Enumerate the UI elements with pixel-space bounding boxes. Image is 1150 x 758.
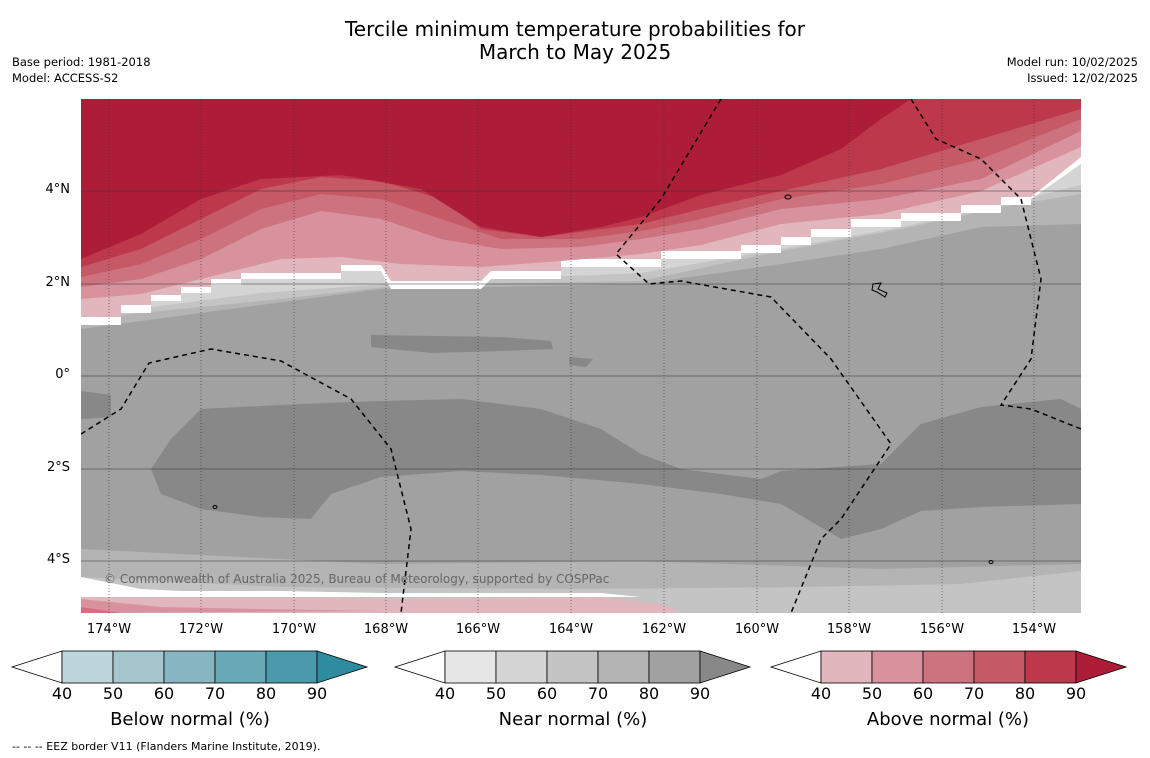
probability-map: [81, 99, 1081, 613]
colorbar-above-normal: [769, 650, 1128, 684]
lat-label-4s: 4°S: [46, 552, 70, 567]
colorbar-segment: [444, 650, 497, 684]
base-period-text: Base period: 1981-2018: [12, 55, 151, 69]
colorbar-below-normal: [10, 650, 369, 684]
copyright-notice: © Commonwealth of Australia 2025, Bureau…: [104, 572, 610, 586]
title-line-1: Tercile minimum temperature probabilitie…: [344, 17, 806, 41]
lat-label-4n: 4°N: [45, 182, 71, 197]
lon-label-162w: 162°W: [641, 622, 687, 637]
colorbar-segment: [820, 650, 873, 684]
colorbar-label-near: Near normal (%): [498, 709, 648, 730]
lon-label-158w: 158°W: [826, 622, 872, 637]
issued-text: Issued: 12/02/2025: [1027, 71, 1138, 85]
colorbar-tick-label: 50: [102, 684, 124, 703]
colorbar-tick-label: 90: [689, 684, 711, 703]
colorbar-extension-high: [1075, 650, 1128, 684]
colorbar-tick-label: 80: [255, 684, 277, 703]
lat-label-2n: 2°N: [45, 275, 71, 290]
colorbar-tick-label: 50: [861, 684, 883, 703]
colorbar-tick-label: 60: [536, 684, 558, 703]
above-normal-40-band-south: [81, 581, 681, 613]
lon-label-168w: 168°W: [363, 622, 409, 637]
colorbar-segment: [214, 650, 267, 684]
colorbar-tick-label: 60: [912, 684, 934, 703]
colorbar-tick-label: 70: [963, 684, 985, 703]
colorbar-label-below: Below normal (%): [110, 709, 270, 730]
colorbars: [10, 650, 1128, 684]
lon-label-172w: 172°W: [178, 622, 224, 637]
eez-borders: [81, 99, 1081, 613]
colorbar-tick-label: 70: [587, 684, 609, 703]
colorbar-extension-low: [769, 650, 822, 684]
colorbar-segment: [265, 650, 318, 684]
colorbar-label-above: Above normal (%): [866, 709, 1030, 730]
near-normal-90-patch-small: [569, 357, 593, 367]
map-title: Tercile minimum temperature probabilitie…: [0, 18, 1150, 64]
colorbar-segment: [112, 650, 165, 684]
colorbar-extension-low: [10, 650, 63, 684]
colorbar-tick-label: 90: [1065, 684, 1087, 703]
parallel-gridlines: [81, 190, 1081, 562]
title-line-2: March to May 2025: [478, 40, 672, 64]
colorbar-tick-label: 90: [306, 684, 328, 703]
lon-label-156w: 156°W: [919, 622, 965, 637]
island-outlines: [212, 194, 994, 564]
colorbar-tick-label: 80: [1014, 684, 1036, 703]
colorbar-segment: [1024, 650, 1077, 684]
near-normal-90-region-north: [371, 335, 553, 353]
colorbar-tick-label: 40: [810, 684, 832, 703]
metadata-left: Base period: 1981-2018 Model: ACCESS-S2: [12, 54, 151, 86]
colorbar-segment: [597, 650, 650, 684]
colorbar-near-normal: [393, 650, 752, 684]
colorbar-tick-label: 40: [51, 684, 73, 703]
colorbar-segment: [648, 650, 701, 684]
colorbar-tick-label: 60: [153, 684, 175, 703]
lon-label-164w: 164°W: [548, 622, 594, 637]
lon-label-174w: 174°W: [86, 622, 132, 637]
colorbar-extension-high: [699, 650, 752, 684]
colorbar-segment: [546, 650, 599, 684]
colorbar-segment: [61, 650, 114, 684]
model-run-text: Model run: 10/02/2025: [1006, 55, 1138, 69]
lon-label-154w: 154°W: [1011, 622, 1057, 637]
colorbar-segment: [495, 650, 548, 684]
colorbar-segment: [922, 650, 975, 684]
lon-label-166w: 166°W: [455, 622, 501, 637]
lon-label-160w: 160°W: [734, 622, 780, 637]
colorbar-segment: [871, 650, 924, 684]
colorbar-segment: [973, 650, 1026, 684]
lat-label-2s: 2°S: [46, 460, 70, 475]
colorbar-tick-label: 70: [204, 684, 226, 703]
colorbar-segment: [163, 650, 216, 684]
colorbar-tick-label: 50: [485, 684, 507, 703]
colorbar-extension-high: [316, 650, 369, 684]
near-normal-60-patch-southeast: [641, 573, 1081, 613]
colorbar-tick-label: 80: [638, 684, 660, 703]
above-normal-60-patch-south: [81, 607, 121, 613]
near-normal-90-region-west: [81, 391, 111, 419]
lat-label-0: 0°: [55, 367, 70, 382]
white-gap-south: [81, 577, 641, 597]
model-text: Model: ACCESS-S2: [12, 71, 119, 85]
eez-footnote: -- -- -- EEZ border V11 (Flanders Marine…: [12, 740, 321, 753]
colorbar-tick-label: 40: [434, 684, 456, 703]
metadata-right: Model run: 10/02/2025 Issued: 12/02/2025: [1007, 54, 1138, 86]
above-normal-90-region: [81, 99, 911, 259]
colorbar-extension-low: [393, 650, 446, 684]
lon-label-170w: 170°W: [271, 622, 317, 637]
above-normal-50-band-south: [81, 599, 381, 613]
